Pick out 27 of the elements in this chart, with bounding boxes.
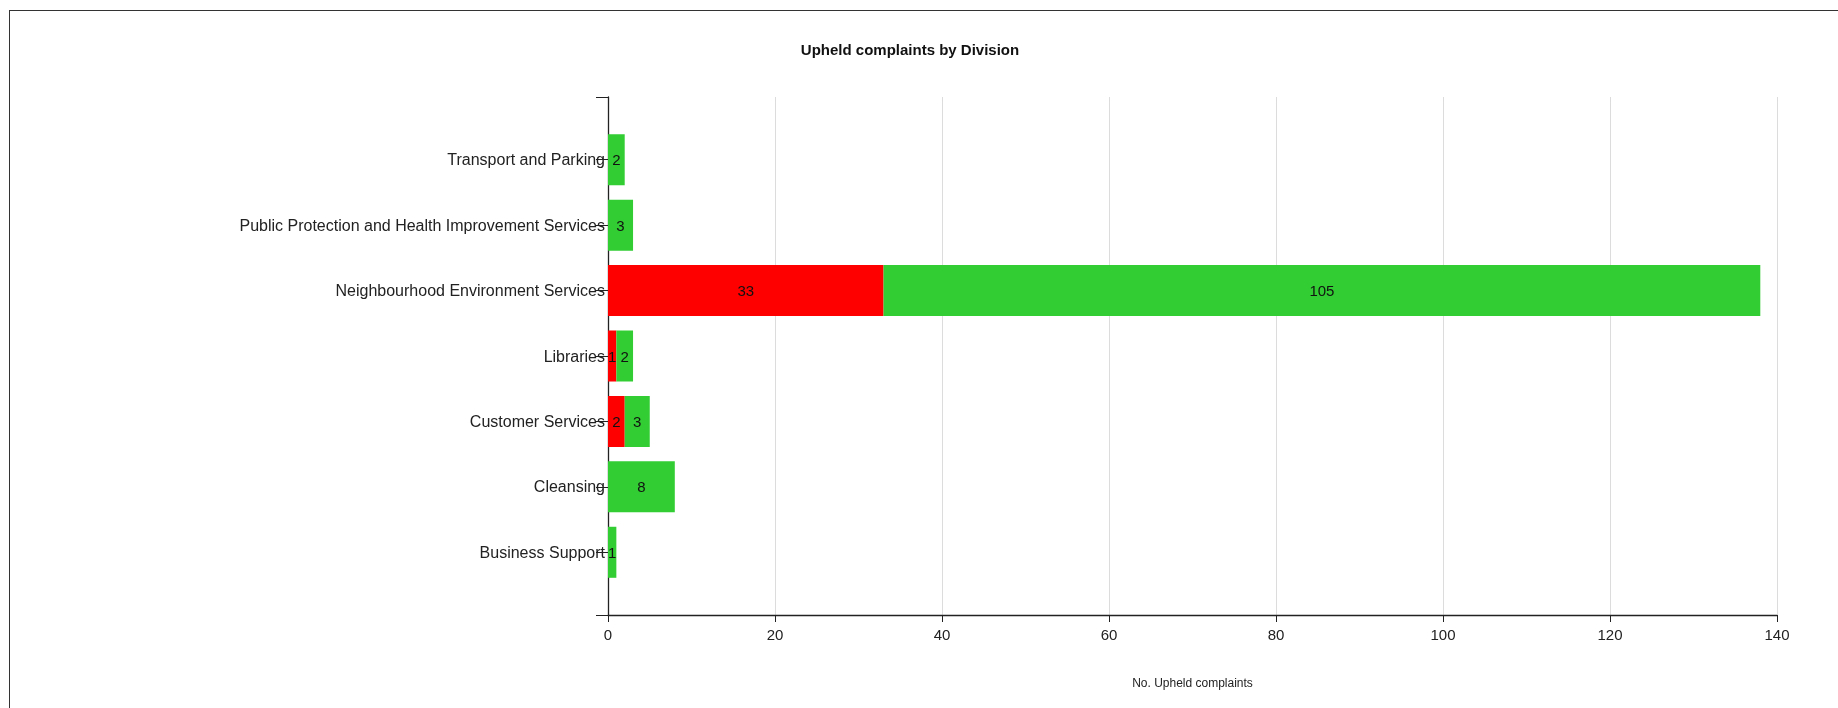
chart-title: Upheld complaints by Division xyxy=(800,41,1020,58)
x-tick-label: 20 xyxy=(766,626,784,643)
data-label: 33 xyxy=(737,282,755,300)
x-tick-label: 80 xyxy=(1267,626,1285,643)
data-label: 8 xyxy=(637,478,646,496)
data-label: 1 xyxy=(608,543,617,561)
y-tick-label: Business Support xyxy=(479,543,606,561)
y-tick-label: Transport and Parking xyxy=(447,151,605,169)
x-tick-label: 100 xyxy=(1430,626,1456,643)
y-tick-label: Neighbourhood Environment Services xyxy=(335,282,605,300)
data-label: 105 xyxy=(1309,282,1335,300)
x-axis-title: No. Upheld complaints xyxy=(1132,676,1253,690)
x-tick-label: 140 xyxy=(1764,626,1790,643)
data-label: 1 xyxy=(608,347,617,365)
data-label: 2 xyxy=(612,151,621,169)
x-tick-label: 60 xyxy=(1100,626,1118,643)
x-tick-label: 120 xyxy=(1597,626,1623,643)
y-tick-label: Libraries xyxy=(543,347,605,365)
data-label: 2 xyxy=(620,347,629,365)
x-tick-label: 40 xyxy=(933,626,951,643)
data-label: 3 xyxy=(633,412,642,430)
data-label: 2 xyxy=(612,412,621,430)
data-label: 3 xyxy=(616,216,625,234)
y-tick-label: Cleansing xyxy=(533,478,605,496)
y-tick-label: Customer Services xyxy=(469,412,605,430)
x-tick-label: 0 xyxy=(603,626,613,643)
y-tick-label: Public Protection and Health Improvement Services xyxy=(239,216,605,234)
